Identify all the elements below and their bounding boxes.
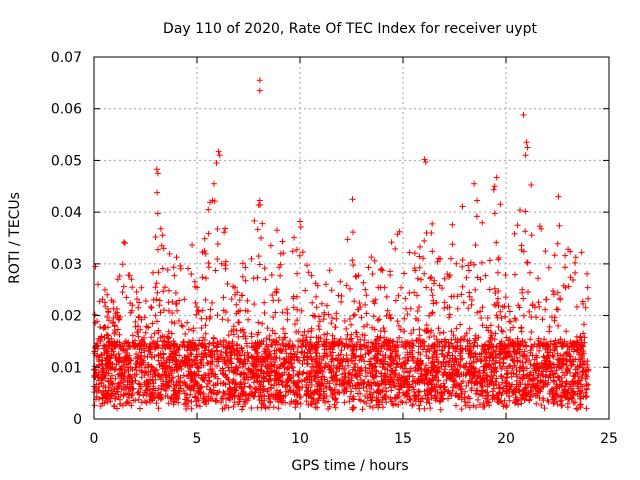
scatter-marks — [91, 77, 592, 413]
x-tick-label: 10 — [291, 431, 309, 447]
x-tick-label: 25 — [600, 431, 618, 447]
y-tick-label: 0.05 — [51, 153, 82, 169]
y-axis-label: ROTI / TECUs — [7, 192, 23, 284]
y-tick-label: 0.03 — [51, 257, 82, 273]
y-tick-label: 0.02 — [51, 309, 82, 325]
x-tick-label: 20 — [497, 431, 515, 447]
y-tick-label: 0.04 — [51, 205, 82, 221]
y-tick-label: 0.01 — [51, 360, 82, 376]
y-tick-label: 0 — [73, 412, 82, 428]
axis-ticks: 0 5 10 15 20 25 0 0.01 0.02 0.03 0.04 0.05 0.06 0.07 — [51, 50, 618, 447]
x-tick-label: 5 — [193, 431, 202, 447]
plot-frame — [93, 56, 610, 420]
x-tick-label: 0 — [90, 431, 99, 447]
y-tick-label: 0.07 — [51, 50, 82, 66]
x-axis-label: GPS time / hours — [291, 458, 408, 474]
x-tick-label: 15 — [394, 431, 412, 447]
y-tick-label: 0.06 — [51, 102, 82, 118]
data-points — [91, 77, 592, 413]
chart-title: Day 110 of 2020, Rate Of TEC Index for r… — [163, 21, 537, 37]
